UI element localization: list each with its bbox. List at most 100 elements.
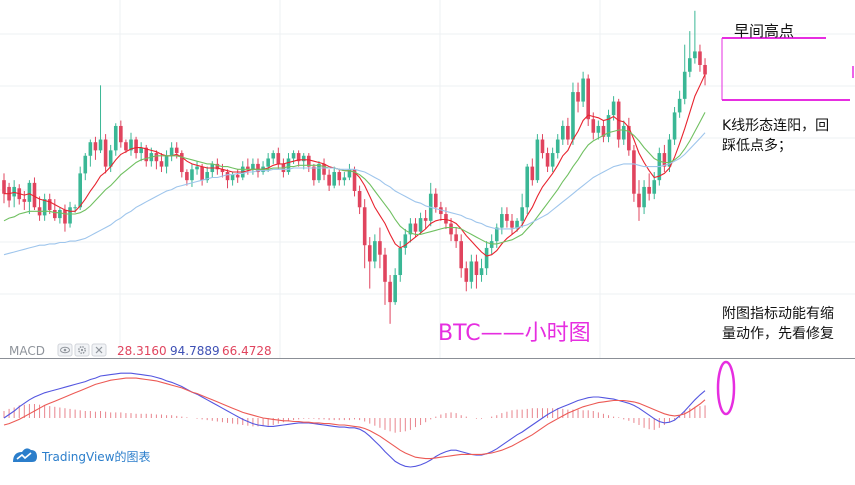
candle xyxy=(367,237,372,289)
candle-body xyxy=(637,193,641,208)
candle xyxy=(621,120,626,145)
candle xyxy=(362,199,367,269)
candle-body xyxy=(672,112,677,140)
candle-body xyxy=(195,166,199,170)
candle-body xyxy=(652,180,657,194)
candle xyxy=(256,158,260,178)
candle-body xyxy=(677,98,682,113)
candle-body xyxy=(489,241,494,248)
candle xyxy=(703,58,707,86)
candle xyxy=(205,166,209,183)
candle-body xyxy=(464,268,469,282)
candle xyxy=(322,158,326,181)
macd-value-1: 28.3160 xyxy=(117,344,167,358)
candle-body xyxy=(251,163,255,170)
candle xyxy=(439,201,443,221)
moving-average-lines xyxy=(3,74,706,257)
candle-body xyxy=(225,172,230,181)
candle xyxy=(378,227,382,269)
candle-body xyxy=(373,241,377,262)
candle-body xyxy=(88,142,93,156)
candle xyxy=(47,193,52,215)
candle-body xyxy=(108,150,113,167)
candle-body xyxy=(332,172,336,186)
candle xyxy=(307,153,311,173)
candle-body xyxy=(667,139,672,167)
candle-body xyxy=(530,166,535,181)
candle-body xyxy=(78,173,82,208)
signal-line xyxy=(3,377,706,460)
candle-body xyxy=(271,153,276,159)
candle-body xyxy=(276,153,281,164)
candle-body xyxy=(520,207,524,221)
tradingview-logo-icon xyxy=(13,448,37,462)
candle xyxy=(180,150,184,178)
candle xyxy=(98,85,103,154)
candle xyxy=(12,180,16,208)
candle xyxy=(347,163,352,181)
candle xyxy=(113,123,118,156)
candle-body xyxy=(185,172,189,181)
candle xyxy=(479,258,484,282)
candle-body xyxy=(566,125,570,140)
close-icon[interactable] xyxy=(91,343,107,357)
candle xyxy=(601,120,606,143)
candle-body xyxy=(169,147,174,156)
candle-body xyxy=(103,139,108,167)
candle-body xyxy=(352,169,357,192)
candle-body xyxy=(601,125,606,137)
candle-body xyxy=(296,153,301,162)
candle-body xyxy=(474,261,479,276)
candle xyxy=(693,10,697,64)
candle-body xyxy=(423,218,428,221)
candle xyxy=(525,163,530,215)
candle xyxy=(357,185,362,215)
candle xyxy=(103,134,108,174)
candle-body xyxy=(444,214,448,224)
candle xyxy=(545,147,550,173)
candle xyxy=(667,134,672,173)
candle xyxy=(129,132,133,156)
candle-body xyxy=(693,51,697,59)
candle xyxy=(169,142,174,162)
settings-icon[interactable] xyxy=(74,343,90,357)
candle xyxy=(373,234,377,269)
candle-body xyxy=(581,78,585,102)
candle xyxy=(195,161,199,175)
indicator-note-line2: 量动作，先看修复 xyxy=(722,325,834,342)
tradingview-brand[interactable]: TradingView的图表 xyxy=(13,448,151,464)
candle xyxy=(37,196,42,221)
macd-label: MACD xyxy=(9,344,45,358)
candle-body xyxy=(327,174,331,186)
candle-body xyxy=(525,166,530,208)
candle-body xyxy=(367,245,372,262)
candle-body xyxy=(164,155,169,167)
candle-body xyxy=(550,153,555,167)
candle xyxy=(63,204,67,232)
candle-body xyxy=(357,191,362,208)
candle-body xyxy=(611,101,616,116)
candle-body xyxy=(154,153,159,162)
candle xyxy=(32,177,37,210)
candle xyxy=(561,120,565,145)
candle xyxy=(119,120,123,148)
grid-lines xyxy=(0,0,855,358)
candle-body xyxy=(545,153,550,167)
candle xyxy=(42,193,47,221)
candle xyxy=(393,268,397,305)
candle xyxy=(342,172,347,186)
candle-body xyxy=(2,180,6,194)
big-title: BTC——小时图 xyxy=(438,321,591,346)
candle-body xyxy=(83,155,88,174)
candle xyxy=(540,134,545,159)
candle xyxy=(469,254,474,289)
eye-icon[interactable] xyxy=(57,343,73,357)
candle xyxy=(474,254,479,289)
candle-body xyxy=(68,207,72,224)
candle-body xyxy=(449,223,453,235)
candle-body xyxy=(688,58,692,72)
brand-text: TradingView的图表 xyxy=(41,449,151,464)
candle-body xyxy=(220,169,225,173)
